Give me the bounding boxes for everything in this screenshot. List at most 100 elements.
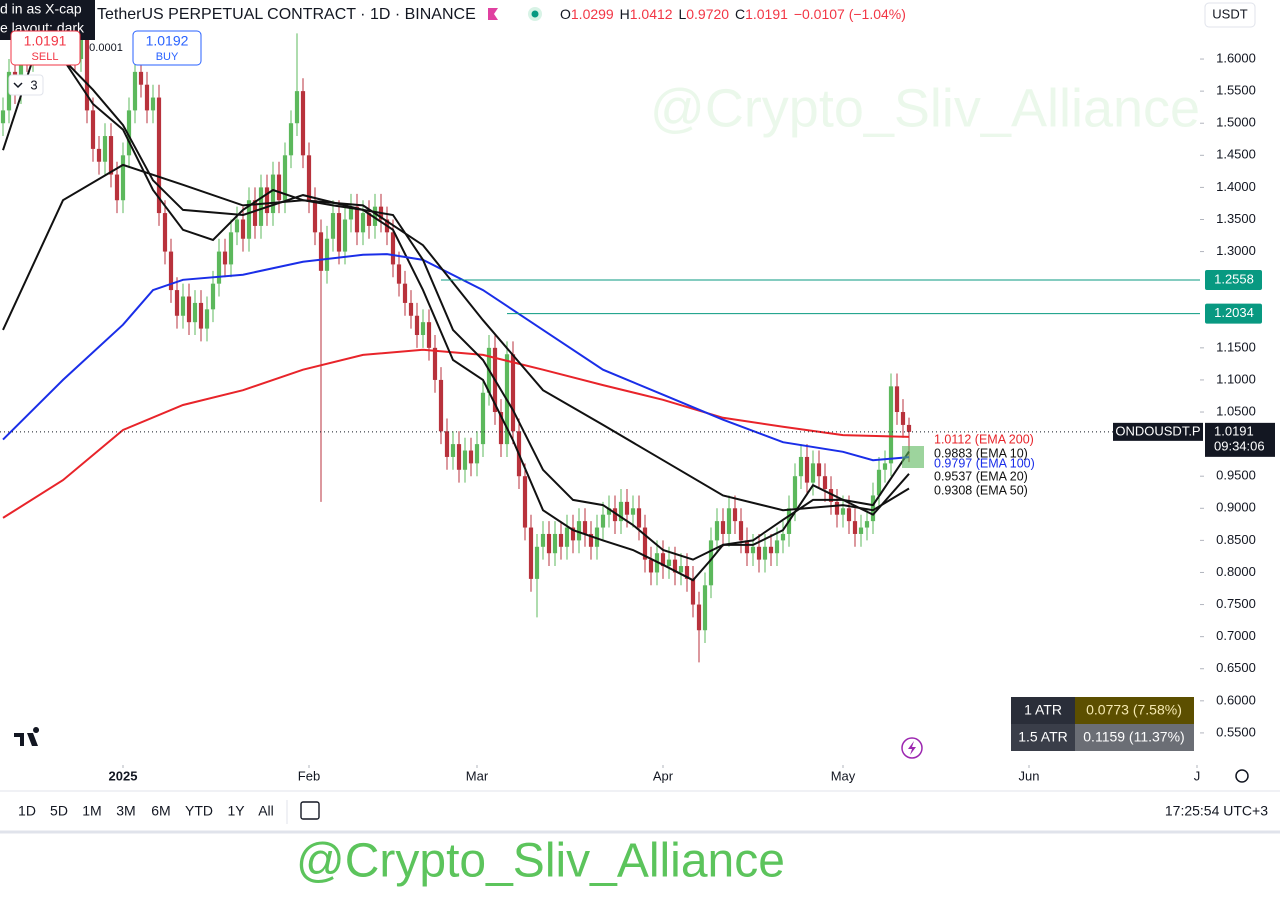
candle-body (132, 71, 138, 111)
range-button[interactable]: 6M (151, 803, 170, 819)
candle-body (642, 527, 648, 560)
candle-body (732, 508, 738, 522)
candle-body (366, 213, 372, 226)
y-tick-label: 1.6000 (1216, 50, 1256, 65)
candle-body (0, 110, 6, 124)
candle-body (108, 136, 114, 175)
ema-line (62, 58, 910, 582)
level-label-bg (1205, 303, 1262, 324)
atr-label: 1 ATR (1024, 702, 1062, 718)
price-label: 1.0191 (1214, 423, 1254, 438)
candle-body (96, 148, 102, 162)
sell-button[interactable] (10, 30, 81, 66)
candle-body (822, 476, 828, 490)
y-tick-label: 0.6000 (1216, 692, 1256, 707)
candle-body (474, 444, 480, 464)
candle-body (408, 302, 414, 316)
buy-label: BUY (156, 51, 179, 63)
candle-body (528, 527, 534, 579)
ema-label: 0.9883 (EMA 10) (934, 446, 1028, 460)
candle-body (630, 508, 636, 515)
tv-logo[interactable] (14, 727, 40, 746)
candle-body (300, 91, 306, 156)
candle-body (882, 463, 888, 470)
candle-body (276, 174, 282, 201)
candle-body (624, 501, 630, 515)
y-tick-label: 0.8500 (1216, 532, 1256, 547)
atr-value-cell (1075, 697, 1194, 724)
clock: 17:25:54 UTC+3 (1165, 803, 1268, 819)
indicators-toggle[interactable] (8, 74, 44, 96)
candle-body (342, 219, 348, 252)
candle-body (546, 533, 552, 554)
candle-body (678, 566, 684, 573)
candle-body (876, 469, 882, 496)
candle-body (852, 521, 858, 534)
lightning-icon[interactable] (901, 737, 923, 759)
candle-body (564, 527, 570, 547)
candle-body (426, 322, 432, 348)
range-button[interactable]: 5D (50, 803, 68, 819)
range-button[interactable]: 1M (82, 803, 101, 819)
candle-body (762, 546, 768, 560)
candle-body (126, 110, 132, 156)
candle-body (84, 39, 90, 111)
candle-body (798, 456, 804, 477)
y-tick-label: 0.6500 (1216, 660, 1256, 675)
range-button[interactable]: 3M (116, 803, 135, 819)
range-button[interactable]: 1D (18, 803, 36, 819)
candle-body (696, 604, 702, 631)
candle-body (114, 174, 120, 201)
flag-icon[interactable] (488, 8, 498, 20)
ohlc-value: 0.9720 (686, 6, 729, 22)
candle-body (720, 521, 726, 534)
candle-body (672, 559, 678, 573)
candle-body (90, 110, 96, 149)
candle-body (660, 553, 666, 567)
range-button[interactable]: 1Y (227, 803, 245, 819)
y-tick-label: 1.3500 (1216, 211, 1256, 226)
candle-body (864, 521, 870, 528)
buy-button[interactable] (132, 30, 202, 66)
tooltip-line: d in as X-cap (0, 1, 82, 17)
currency-button[interactable] (1204, 2, 1256, 28)
watermark: @Crypto_Sliv_Alliance (650, 78, 1200, 138)
y-tick-label: 1.0500 (1216, 403, 1256, 418)
ohlc-key: O (560, 6, 571, 22)
y-tick-label: 0.9000 (1216, 500, 1256, 515)
candle-body (198, 302, 204, 329)
range-button[interactable]: YTD (185, 803, 213, 819)
candle-body (156, 97, 162, 214)
y-tick-label: 0.9500 (1216, 468, 1256, 483)
atr-label-cell (1011, 697, 1075, 724)
candle-body (246, 200, 252, 239)
currency: USDT (1212, 6, 1247, 21)
candle-body (714, 521, 720, 541)
candle-body (192, 302, 198, 323)
candle-body (162, 213, 168, 252)
candle-body (900, 412, 906, 425)
candle-body (102, 136, 108, 162)
range-button[interactable]: All (258, 803, 274, 819)
candle-body (462, 450, 468, 470)
level-label-bg (1205, 269, 1262, 290)
y-tick-label: 0.8000 (1216, 564, 1256, 579)
candle-body (906, 424, 912, 432)
candle-body (768, 546, 774, 554)
candle-body (540, 533, 546, 547)
y-tick-label: 1.3000 (1216, 243, 1256, 258)
settings-icon[interactable] (1235, 769, 1249, 783)
chart-background (0, 0, 1280, 832)
overlays: 1.0112 (EMA 200)0.9883 (EMA 10)0.9797 (E… (902, 432, 1035, 497)
candle-body (618, 501, 624, 522)
ohlc-key: H (620, 6, 630, 22)
atr-label-cell (1011, 724, 1075, 751)
candle-body (894, 386, 900, 413)
candle-body (354, 206, 360, 233)
calendar-icon[interactable] (300, 801, 320, 820)
candle-body (828, 489, 834, 502)
symbol-label: ONDOUSDT.P (1115, 423, 1200, 438)
candle-body (756, 546, 762, 560)
candle-body (180, 296, 186, 316)
